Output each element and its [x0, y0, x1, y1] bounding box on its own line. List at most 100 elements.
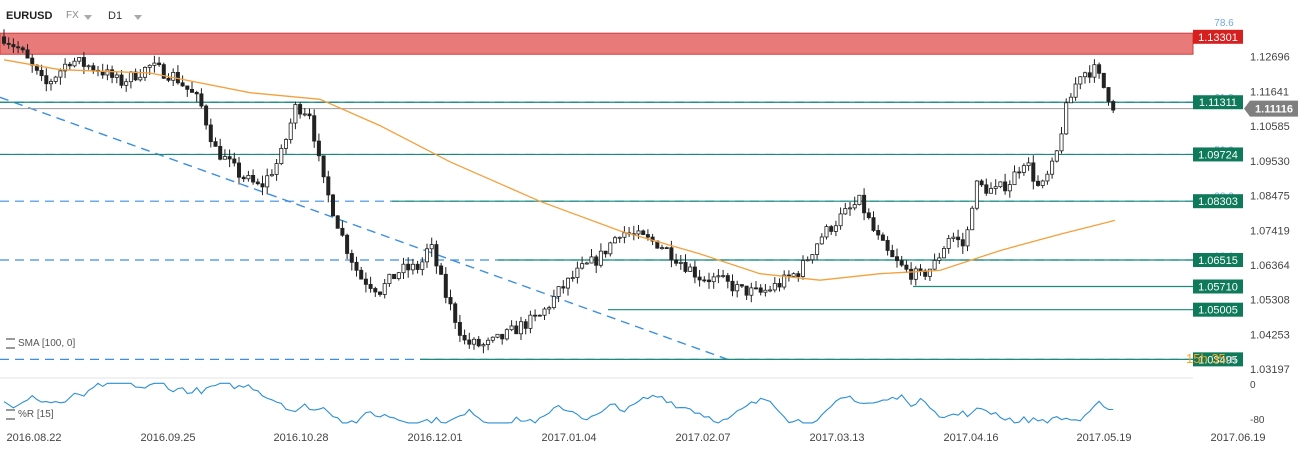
candle-body: [749, 287, 754, 296]
timeframe-dropdown-icon[interactable]: [134, 15, 142, 20]
candle-body: [260, 183, 265, 188]
candle-body: [1078, 76, 1083, 85]
candle-body: [598, 250, 603, 266]
current-price-tag-text: 1.11116: [1255, 104, 1293, 116]
price-tags-layer: 1.11311 1.09724 1.08303 1.06515 1.05710 1.050…: [1193, 29, 1298, 367]
candle-body: [424, 248, 429, 263]
candle-body: [904, 264, 909, 270]
level-tag-box: [1193, 147, 1243, 162]
market-label[interactable]: FX: [66, 10, 79, 21]
candle-body: [410, 263, 415, 271]
candle-body: [1064, 102, 1069, 135]
candle-body: [725, 275, 730, 282]
candle-body: [697, 276, 702, 281]
level-tag-box: [1193, 95, 1243, 110]
candle-body: [241, 176, 246, 180]
level-tag: 1.05005: [1193, 302, 1243, 317]
candle-body: [443, 273, 448, 298]
candle-body: [180, 82, 185, 87]
candles-layer: [2, 29, 1116, 354]
candle-body: [1026, 162, 1031, 167]
candle-body: [189, 88, 194, 93]
candle-body: [166, 77, 171, 81]
candle-body: [519, 321, 524, 335]
candle-body: [246, 175, 251, 180]
candle-body: [1068, 96, 1073, 104]
candle-body: [998, 181, 1003, 188]
y-tick-label: 1.12696: [1250, 52, 1290, 64]
candle-body: [448, 297, 453, 305]
candle-body: [175, 71, 180, 84]
candle-body: [1097, 64, 1102, 74]
candle-body: [396, 272, 401, 280]
candle-body: [782, 274, 787, 288]
candle-body: [721, 275, 726, 277]
candle-body: [664, 247, 669, 250]
sma-layer: [3, 59, 1116, 281]
candle-body: [307, 113, 312, 117]
candle-body: [354, 261, 359, 271]
sma-indicator-label[interactable]: SMA [100, 0]: [6, 338, 75, 349]
y-tick-label: 1.09530: [1250, 156, 1290, 168]
current-price-tag-box: [1244, 100, 1298, 117]
candle-body: [1054, 150, 1059, 162]
candle-body: [711, 276, 716, 283]
candle-body: [490, 336, 495, 341]
candle-body: [1101, 72, 1106, 88]
timeframe-label[interactable]: D1: [108, 10, 123, 22]
symbol-label[interactable]: EURUSD: [6, 10, 53, 22]
trendline: [0, 96, 729, 361]
candle-body: [542, 308, 547, 316]
candle-body: [707, 279, 712, 283]
candle-body: [885, 239, 890, 251]
candle-body: [942, 248, 947, 259]
candle-body: [86, 65, 91, 68]
candle-body: [1012, 171, 1017, 186]
candle-body: [20, 47, 25, 51]
candle-body: [777, 283, 782, 288]
candle-body: [157, 62, 162, 66]
candle-body: [1059, 133, 1064, 152]
candle-body: [227, 156, 232, 160]
candle-body: [1073, 83, 1078, 98]
candle-body: [213, 141, 218, 147]
y-tick-label: 1.11641: [1250, 86, 1289, 98]
level-tag-text: 1.08303: [1198, 196, 1238, 208]
candle-body: [255, 181, 260, 185]
candle-body: [340, 227, 345, 236]
level-tag: 1.06515: [1193, 253, 1243, 268]
market-dropdown-icon[interactable]: [84, 15, 92, 20]
candle-body: [1092, 64, 1097, 78]
level-tag: 1.08303: [1193, 194, 1243, 209]
candle-body: [288, 122, 293, 140]
candle-body: [989, 188, 994, 194]
level-tag: 1.09724: [1193, 147, 1243, 162]
osc-tick-label: -80: [1250, 415, 1265, 426]
candle-body: [603, 250, 608, 255]
candle-body: [49, 81, 54, 85]
candle-body: [199, 93, 204, 107]
candle-body: [72, 60, 77, 67]
candle-body: [1036, 180, 1041, 186]
candle-body: [890, 250, 895, 258]
candle-body: [589, 256, 594, 264]
candle-body: [909, 268, 914, 280]
candle-body: [561, 286, 566, 289]
candle-body: [476, 338, 481, 347]
y-tick-label: 1.07419: [1250, 225, 1290, 237]
candle-body: [110, 69, 115, 78]
candle-body: [81, 57, 86, 67]
candle-body: [429, 244, 434, 250]
candle-body: [316, 140, 321, 157]
level-tag-text: 1.05710: [1198, 281, 1238, 293]
candle-body: [1087, 72, 1092, 78]
candle-body: [932, 260, 937, 270]
candle-body: [392, 273, 397, 280]
candle-body: [1050, 160, 1055, 175]
candle-body: [185, 85, 190, 90]
resistance-zone-layer: [0, 32, 1194, 55]
candle-body: [960, 239, 965, 247]
level-tag: 1.05710: [1193, 279, 1243, 294]
osc-indicator-label[interactable]: %R [15]: [6, 409, 54, 420]
